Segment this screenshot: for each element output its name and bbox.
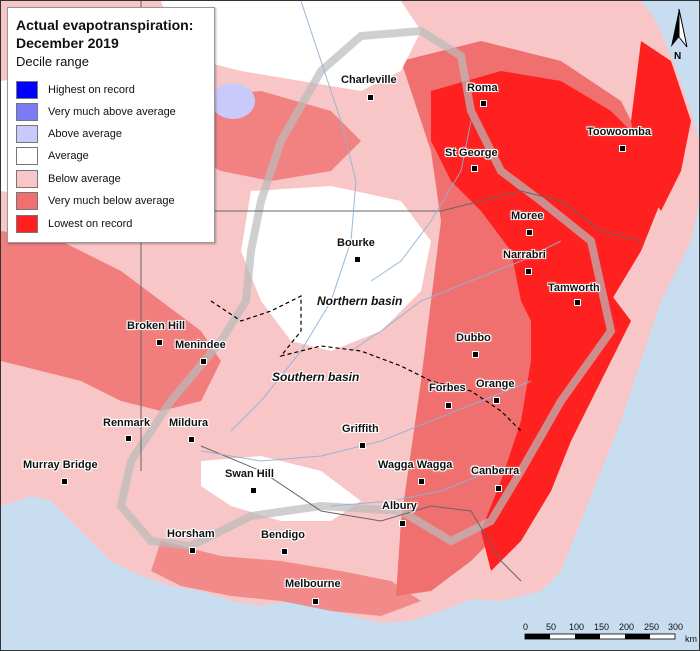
legend-swatch-highest (16, 81, 38, 99)
town-label-albury: Albury (382, 500, 417, 512)
legend-item-highest: Highest on record (16, 80, 135, 100)
town-label-orange: Orange (476, 378, 515, 390)
very-much-below-region-west (1, 231, 221, 411)
town-label-swan-hill: Swan Hill (225, 468, 274, 480)
legend-swatch-below (16, 170, 38, 188)
legend: Actual evapotranspiration: December 2019… (7, 7, 215, 243)
town-marker-renmark (125, 435, 132, 442)
town-marker-orange (493, 397, 500, 404)
legend-label: Lowest on record (48, 218, 133, 230)
town-marker-roma (480, 100, 487, 107)
town-marker-dubbo (472, 351, 479, 358)
scale-bar (524, 633, 676, 640)
legend-item-average: Average (16, 146, 89, 166)
town-label-toowoomba: Toowoomba (587, 126, 651, 138)
town-label-griffith: Griffith (342, 423, 379, 435)
town-label-charleville: Charleville (341, 74, 397, 86)
town-label-bendigo: Bendigo (261, 529, 305, 541)
town-marker-albury (399, 520, 406, 527)
town-marker-horsham (189, 547, 196, 554)
town-marker-mildura (188, 436, 195, 443)
above-average-patch (211, 83, 255, 119)
town-label-forbes: Forbes (429, 382, 466, 394)
town-marker-charleville (367, 94, 374, 101)
legend-label: Below average (48, 173, 121, 185)
legend-label: Average (48, 150, 89, 162)
town-marker-narrabri (525, 268, 532, 275)
legend-item-above: Above average (16, 124, 122, 144)
town-marker-st-george (471, 165, 478, 172)
town-marker-toowoomba (619, 145, 626, 152)
basin-divider (210, 295, 522, 432)
legend-subtitle: Decile range (16, 54, 89, 69)
legend-swatch-lowest (16, 215, 38, 233)
basin-boundary (116, 26, 616, 551)
legend-label: Very much above average (48, 106, 176, 118)
town-label-dubbo: Dubbo (456, 332, 491, 344)
legend-title-line1: Actual evapotranspiration: (16, 17, 194, 33)
town-label-melbourne: Melbourne (285, 578, 341, 590)
scale-tick-label: 100 (569, 622, 585, 632)
scale-tick-label: 150 (594, 622, 610, 632)
very-much-below-region-south (151, 541, 421, 616)
legend-swatch-above (16, 125, 38, 143)
town-marker-moree (526, 229, 533, 236)
scale-tick-label: 0 (523, 622, 529, 632)
legend-label: Above average (48, 128, 122, 140)
legend-swatch-very-much-above (16, 103, 38, 121)
scale-unit: km (685, 634, 697, 644)
legend-item-very-much-above: Very much above average (16, 102, 176, 122)
town-label-moree: Moree (511, 210, 544, 222)
town-marker-forbes (445, 402, 452, 409)
town-marker-menindee (200, 358, 207, 365)
town-label-narrabri: Narrabri (503, 249, 546, 261)
north-label: N (674, 51, 682, 62)
town-label-mildura: Mildura (169, 417, 209, 429)
legend-swatch-very-much-below (16, 192, 38, 210)
town-marker-tamworth (574, 299, 581, 306)
town-label-canberra: Canberra (471, 465, 520, 477)
rivers (200, 1, 562, 507)
scale-tick-label: 300 (668, 622, 684, 632)
town-label-roma: Roma (467, 82, 498, 94)
town-label-menindee: Menindee (175, 339, 226, 351)
town-label-broken-hill: Broken Hill (127, 320, 186, 332)
legend-label: Highest on record (48, 84, 135, 96)
north-arrow-icon: N (667, 7, 691, 67)
town-marker-melbourne (312, 598, 319, 605)
town-marker-swan-hill (250, 487, 257, 494)
town-marker-broken-hill (156, 339, 163, 346)
southern-basin-label: Southern basin (272, 370, 360, 384)
legend-label: Very much below average (48, 195, 175, 207)
scale-tick-label: 50 (546, 622, 557, 632)
town-label-tamworth: Tamworth (548, 282, 600, 294)
scale-tick-label: 250 (644, 622, 660, 632)
town-marker-canberra (495, 485, 502, 492)
town-label-renmark: Renmark (103, 417, 151, 429)
legend-item-lowest: Lowest on record (16, 214, 132, 234)
town-marker-bourke (354, 256, 361, 263)
town-label-wagga-wagga: Wagga Wagga (378, 459, 453, 471)
lowest-on-record-region-coast (631, 41, 691, 211)
legend-title: Actual evapotranspiration: December 2019 (16, 16, 193, 52)
legend-swatch-average (16, 147, 38, 165)
town-marker-bendigo (281, 548, 288, 555)
legend-title-line2: December 2019 (16, 35, 119, 51)
town-label-st-george: St George (445, 147, 498, 159)
average-region-darling (241, 186, 431, 351)
town-label-bourke: Bourke (337, 237, 375, 249)
town-label-horsham: Horsham (167, 528, 215, 540)
legend-item-very-much-below: Very much below average (16, 191, 175, 211)
town-marker-griffith (359, 442, 366, 449)
average-region-north (161, 1, 421, 91)
northern-basin-label: Northern basin (317, 294, 403, 308)
legend-item-below: Below average (16, 169, 121, 189)
scale-tick-label: 200 (619, 622, 635, 632)
town-marker-wagga-wagga (418, 478, 425, 485)
town-label-murray-bridge: Murray Bridge (23, 459, 98, 471)
town-marker-murray-bridge (61, 478, 68, 485)
